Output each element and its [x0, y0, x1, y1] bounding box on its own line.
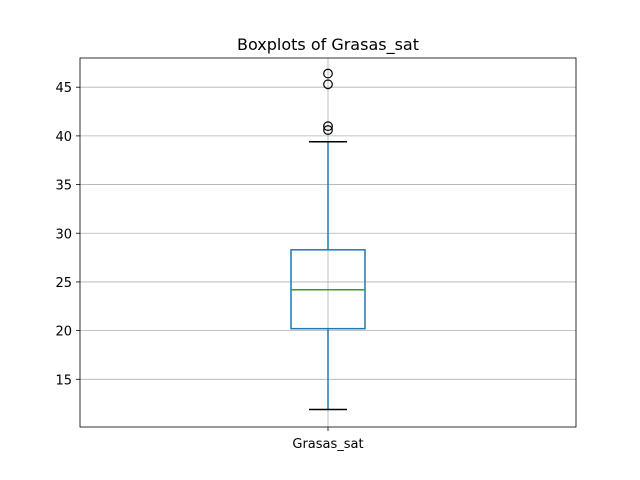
outlier-point: [323, 79, 333, 90]
outlier-point: [323, 121, 333, 132]
outlier-point: [323, 68, 333, 79]
x-tick-label: Grasas_sat: [292, 437, 363, 452]
y-tick-label: 35: [55, 179, 72, 194]
y-tick-label: 15: [55, 373, 72, 388]
axes-frame: [79, 57, 577, 428]
chart-title: Boxplots of Grasas_sat: [237, 35, 419, 55]
outlier-point: [323, 125, 333, 135]
y-tick-label: 45: [55, 81, 72, 96]
y-tick-label: 40: [55, 130, 72, 145]
y-tick-label: 20: [55, 325, 72, 340]
y-tick-label: 30: [55, 227, 72, 242]
axes: 15 20 25 30 35 40 45 Grasas_sat: [55, 81, 363, 452]
y-tick-label: 25: [55, 276, 72, 291]
box-layer: [290, 68, 366, 411]
